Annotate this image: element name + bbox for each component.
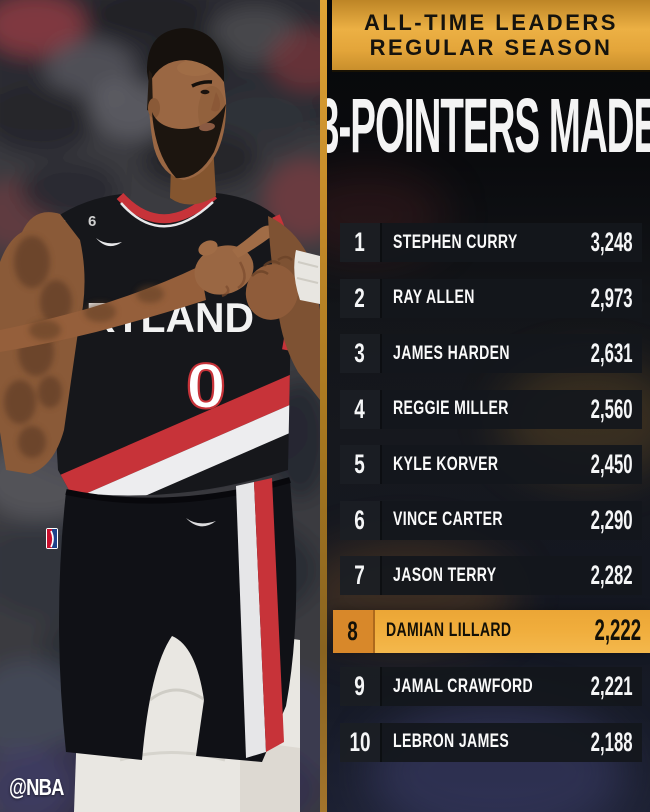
player-head [146, 28, 227, 205]
rank-value: 5 [354, 449, 366, 479]
rank-cell: 1 [340, 223, 382, 262]
stat-value: 2,221 [591, 671, 633, 701]
player-name: DAMIAN LILLARD [386, 620, 512, 641]
stat-cell: 2,450 [565, 445, 642, 484]
player-name: RAY ALLEN [393, 287, 475, 308]
player-name: STEPHEN CURRY [393, 231, 518, 253]
rank-value: 1 [354, 227, 366, 257]
stat-cell: 2,188 [565, 723, 642, 762]
player-photo: 6 RTLAND 0 [0, 0, 320, 812]
nba-watermark: @NBA [9, 774, 64, 800]
stat-cell: 2,560 [565, 390, 642, 429]
leaderboard-row: 2 RAY ALLEN 2,973 [340, 278, 642, 318]
leaderboard-row: 6 VINCE CARTER 2,290 [340, 500, 642, 540]
stat-cell: 2,221 [565, 667, 642, 706]
rank-cell: 2 [340, 278, 382, 318]
player-name-cell: JAMES HARDEN [382, 334, 565, 373]
shorts-stripe-white [236, 482, 266, 758]
rank-cell: 5 [340, 445, 382, 484]
page-title-text: 3-POINTERS MADE [327, 82, 650, 169]
player-name-cell: STEPHEN CURRY [382, 223, 565, 262]
player-name: JASON TERRY [393, 564, 497, 586]
stat-value: 2,290 [591, 504, 633, 535]
jersey-sash-white [48, 404, 292, 496]
pointing-hand [0, 225, 275, 352]
stat-cell: 2,282 [565, 556, 642, 595]
rank-cell: 10 [340, 722, 382, 762]
rank-value: 3 [354, 338, 366, 368]
shorts-stripe-red [254, 478, 284, 752]
leaderboard-row: 1 STEPHEN CURRY 3,248 [340, 223, 642, 262]
leaderboard-row: 5 KYLE KORVER 2,450 [340, 445, 642, 484]
player-name-cell: JASON TERRY [382, 556, 565, 595]
rank-cell: 3 [340, 334, 382, 373]
leaderboard-row: 9 JAMAL CRAWFORD 2,221 [340, 667, 642, 706]
rank-value: 8 [347, 615, 359, 646]
player-name: REGGIE MILLER [393, 398, 509, 419]
leaderboard-row: 7 JASON TERRY 2,282 [340, 556, 642, 595]
shorts-swoosh-icon [186, 518, 216, 527]
stat-cell: 2,222 [566, 610, 650, 653]
rank-cell: 4 [340, 389, 382, 429]
rank-cell: 6 [340, 500, 382, 540]
leaderboard: 1 STEPHEN CURRY 3,248 2 RAY ALLEN 2,973 … [333, 223, 650, 762]
stat-value: 2,450 [591, 449, 633, 479]
rank-value: 6 [354, 504, 366, 535]
leaderboard-row-highlighted: 8 DAMIAN LILLARD 2,222 [333, 609, 650, 653]
stat-value: 3,248 [591, 227, 633, 257]
rank-cell: 9 [340, 667, 382, 706]
player-name-cell: LEBRON JAMES [382, 723, 565, 762]
fist-arm-right [245, 216, 320, 400]
stat-value: 2,631 [591, 338, 633, 368]
player-name: KYLE KORVER [393, 453, 499, 475]
nba-logo-patch-icon [46, 528, 58, 549]
player-name-cell: RAY ALLEN [382, 279, 565, 318]
jersey-sash-red [48, 374, 292, 496]
banner: ALL-TIME LEADERS REGULAR SEASON [332, 0, 650, 72]
leaderboard-row: 4 REGGIE MILLER 2,560 [340, 389, 642, 429]
stat-value: 2,282 [591, 560, 633, 590]
player-name: VINCE CARTER [393, 509, 503, 530]
gold-divider [320, 0, 327, 812]
stat-value: 2,188 [591, 726, 633, 757]
player-name-cell: DAMIAN LILLARD [375, 610, 566, 653]
player-name: JAMES HARDEN [393, 342, 510, 364]
player-photo-illustration: 6 RTLAND 0 [0, 0, 320, 812]
player-name-cell: KYLE KORVER [382, 445, 565, 484]
banner-line-2: REGULAR SEASON [369, 35, 613, 60]
jersey-number: 0 [186, 350, 226, 422]
shorts [46, 477, 297, 762]
player-name-cell: REGGIE MILLER [382, 390, 565, 429]
nike-swoosh-icon [96, 238, 122, 247]
rank-value: 2 [354, 282, 366, 313]
stat-cell: 3,248 [565, 223, 642, 262]
stat-cell: 2,973 [565, 279, 642, 318]
rank-value: 4 [354, 393, 366, 424]
player-figure: 6 RTLAND 0 [0, 28, 320, 812]
leaderboard-row: 3 JAMES HARDEN 2,631 [340, 334, 642, 373]
rank-value: 9 [354, 671, 366, 701]
jersey-patch: 6 [88, 213, 96, 230]
rank-value: 10 [349, 726, 371, 757]
rank-cell: 8 [333, 609, 375, 653]
stat-cell: 2,290 [565, 501, 642, 540]
player-name: JAMAL CRAWFORD [393, 675, 534, 697]
rank-value: 7 [354, 560, 366, 590]
player-name-cell: JAMAL CRAWFORD [382, 667, 565, 706]
player-name-cell: VINCE CARTER [382, 501, 565, 540]
banner-line-1: ALL-TIME LEADERS [364, 10, 618, 35]
stat-cell: 2,631 [565, 334, 642, 373]
stat-value: 2,560 [591, 393, 633, 424]
rank-cell: 7 [340, 556, 382, 595]
leaderboard-panel: ALL-TIME LEADERS REGULAR SEASON 3-POINTE… [327, 0, 650, 812]
player-name: LEBRON JAMES [393, 731, 510, 752]
stat-value: 2,222 [594, 614, 641, 647]
leaderboard-row: 10 LEBRON JAMES 2,188 [340, 722, 642, 762]
stat-value: 2,973 [591, 282, 633, 313]
page-title: 3-POINTERS MADE [327, 72, 650, 180]
